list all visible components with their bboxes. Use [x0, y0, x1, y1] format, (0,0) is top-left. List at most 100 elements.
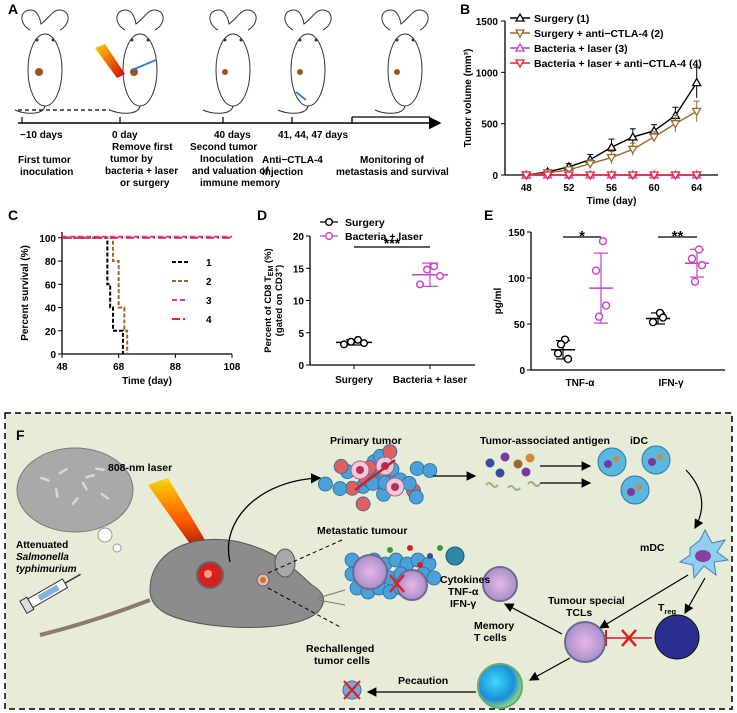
group	[589, 236, 613, 324]
mouse-ears	[209, 9, 257, 31]
data-point	[553, 349, 563, 358]
mouse-tail	[374, 105, 406, 114]
bacterium-rod	[95, 467, 105, 472]
chart-b: 0 500 1000 1500 48 52 56 60 64 Time (day) Tumor vo…	[463, 12, 718, 207]
chart-c: 0 20 40 60 80 100 48 68 88 108 Time (day) Percent s…	[20, 232, 241, 387]
rechallenged-label-2: tumor cells	[314, 655, 370, 667]
data-point	[627, 131, 638, 141]
idc-antigen	[613, 456, 619, 462]
y-tick-label: 20	[45, 327, 57, 338]
antigen-molecule	[513, 459, 523, 469]
tumor-cell	[409, 461, 425, 476]
monitoring-bracket	[351, 116, 430, 123]
tumor-spot	[35, 68, 43, 76]
arrow-tcl-to-metastatic	[503, 603, 563, 635]
thought-bubble-small	[112, 543, 122, 553]
mouse-ears	[116, 9, 164, 31]
data-point	[601, 301, 611, 310]
panel-c-label: C	[8, 207, 18, 223]
antigen-peptide	[507, 485, 521, 491]
group	[412, 262, 448, 289]
syringe-a	[131, 59, 157, 71]
y-axis-label: Percent of CD8 TEM (%)	[263, 248, 275, 352]
cytokine-particle	[387, 547, 393, 553]
timeline-desc: Inoculation	[200, 154, 253, 165]
panel-b-label: B	[460, 1, 470, 17]
mouse-torso	[290, 33, 326, 107]
mouse-eye	[146, 38, 150, 42]
arrow-to-mdc	[685, 469, 704, 530]
tumor-spot	[222, 69, 228, 75]
mdc-label: mDC	[640, 542, 665, 554]
precaution-label: Pecaution	[398, 675, 448, 687]
x-tick-label: 68	[113, 362, 125, 373]
timeline-day: 0 day	[112, 130, 138, 141]
panel-c: C 0 20 40 60 80 100 48 68 88 108 Time (day) Percent…	[8, 207, 241, 387]
panel-b: B 0 500 1000 1500 48 52 56 60 64 Time (day) Tumor …	[460, 1, 718, 207]
y-tick-label: 1000	[476, 68, 499, 79]
data-point	[591, 266, 601, 275]
bacterium-rod	[81, 481, 88, 491]
mouse-icon	[202, 9, 257, 114]
y-tick-label: 0	[50, 350, 56, 361]
data-point	[585, 171, 596, 181]
group	[551, 335, 575, 364]
timeline-desc: inoculation	[20, 167, 73, 178]
legend-marker	[514, 29, 526, 39]
arrow-to-primary	[227, 473, 322, 563]
y-tick-label: 40	[45, 304, 57, 315]
tumor-spot	[297, 69, 303, 75]
primary-tumor-label: Primary tumor	[330, 435, 402, 447]
legend-label: 1	[206, 258, 212, 269]
panel-e-label: E	[484, 207, 493, 223]
survival-line	[62, 236, 124, 354]
y-axis-label-2: (gated on CD3+)	[274, 265, 285, 337]
antigen-molecule	[521, 467, 531, 477]
legend-label: Bacteria + laser (3)	[534, 43, 628, 55]
panel-d-label: D	[257, 207, 267, 223]
data-point	[694, 245, 704, 254]
panel-a: A −10 days 0 day 40 days 41, 44, 47 days Fir…	[8, 1, 449, 189]
panel-d: D 0 5 10 15 20 Surgery Bacteria + laser Percent…	[257, 207, 475, 386]
x-tick-label: Surgery	[335, 375, 373, 386]
mouse-tail	[202, 105, 234, 114]
data-point	[687, 254, 697, 263]
metastatic-tumour-cluster	[344, 545, 518, 602]
legend-label: 2	[206, 277, 212, 288]
arrow-mdc-to-treg	[684, 577, 706, 615]
bacteria-label-1: Attenuated	[16, 540, 68, 551]
tumor-cell	[408, 489, 424, 505]
antigen-peptide	[485, 482, 499, 488]
bacteria-label-2: Salmonella	[16, 552, 69, 563]
legend-label: 3	[206, 296, 212, 307]
data-point	[648, 171, 660, 181]
timeline-desc: Second tumor	[190, 142, 257, 153]
tumor-spot	[394, 69, 400, 75]
data-point	[340, 340, 349, 349]
legend-label: Bacteria + laser	[345, 231, 423, 243]
y-tick-label: 500	[481, 120, 498, 131]
antigen-molecule	[495, 468, 505, 478]
cross-icon	[621, 629, 637, 647]
group	[336, 335, 372, 349]
legend-marker	[514, 59, 526, 69]
bacteria-micrograph	[16, 447, 134, 533]
y-tick-label: 5	[298, 329, 304, 340]
immune-cell-nucleus	[391, 483, 399, 491]
mouse-eye	[314, 38, 318, 42]
legend-marker	[325, 217, 334, 226]
data-point	[598, 236, 608, 246]
bacterium-rod	[85, 474, 95, 479]
tumor-cell	[422, 463, 438, 478]
tumor-cell	[317, 476, 333, 492]
antigen-molecule	[500, 452, 510, 462]
y-tick-label: 20	[293, 232, 305, 243]
mouse-tail	[109, 105, 141, 114]
cytokine-particle	[427, 553, 433, 559]
idc-cell	[597, 447, 627, 477]
y-axis-label: pg/ml	[493, 287, 504, 314]
y-tick-label: 60	[45, 280, 57, 291]
cytokine-particle	[437, 545, 443, 551]
idc-cells	[597, 445, 671, 505]
mouse-eye	[35, 38, 39, 42]
